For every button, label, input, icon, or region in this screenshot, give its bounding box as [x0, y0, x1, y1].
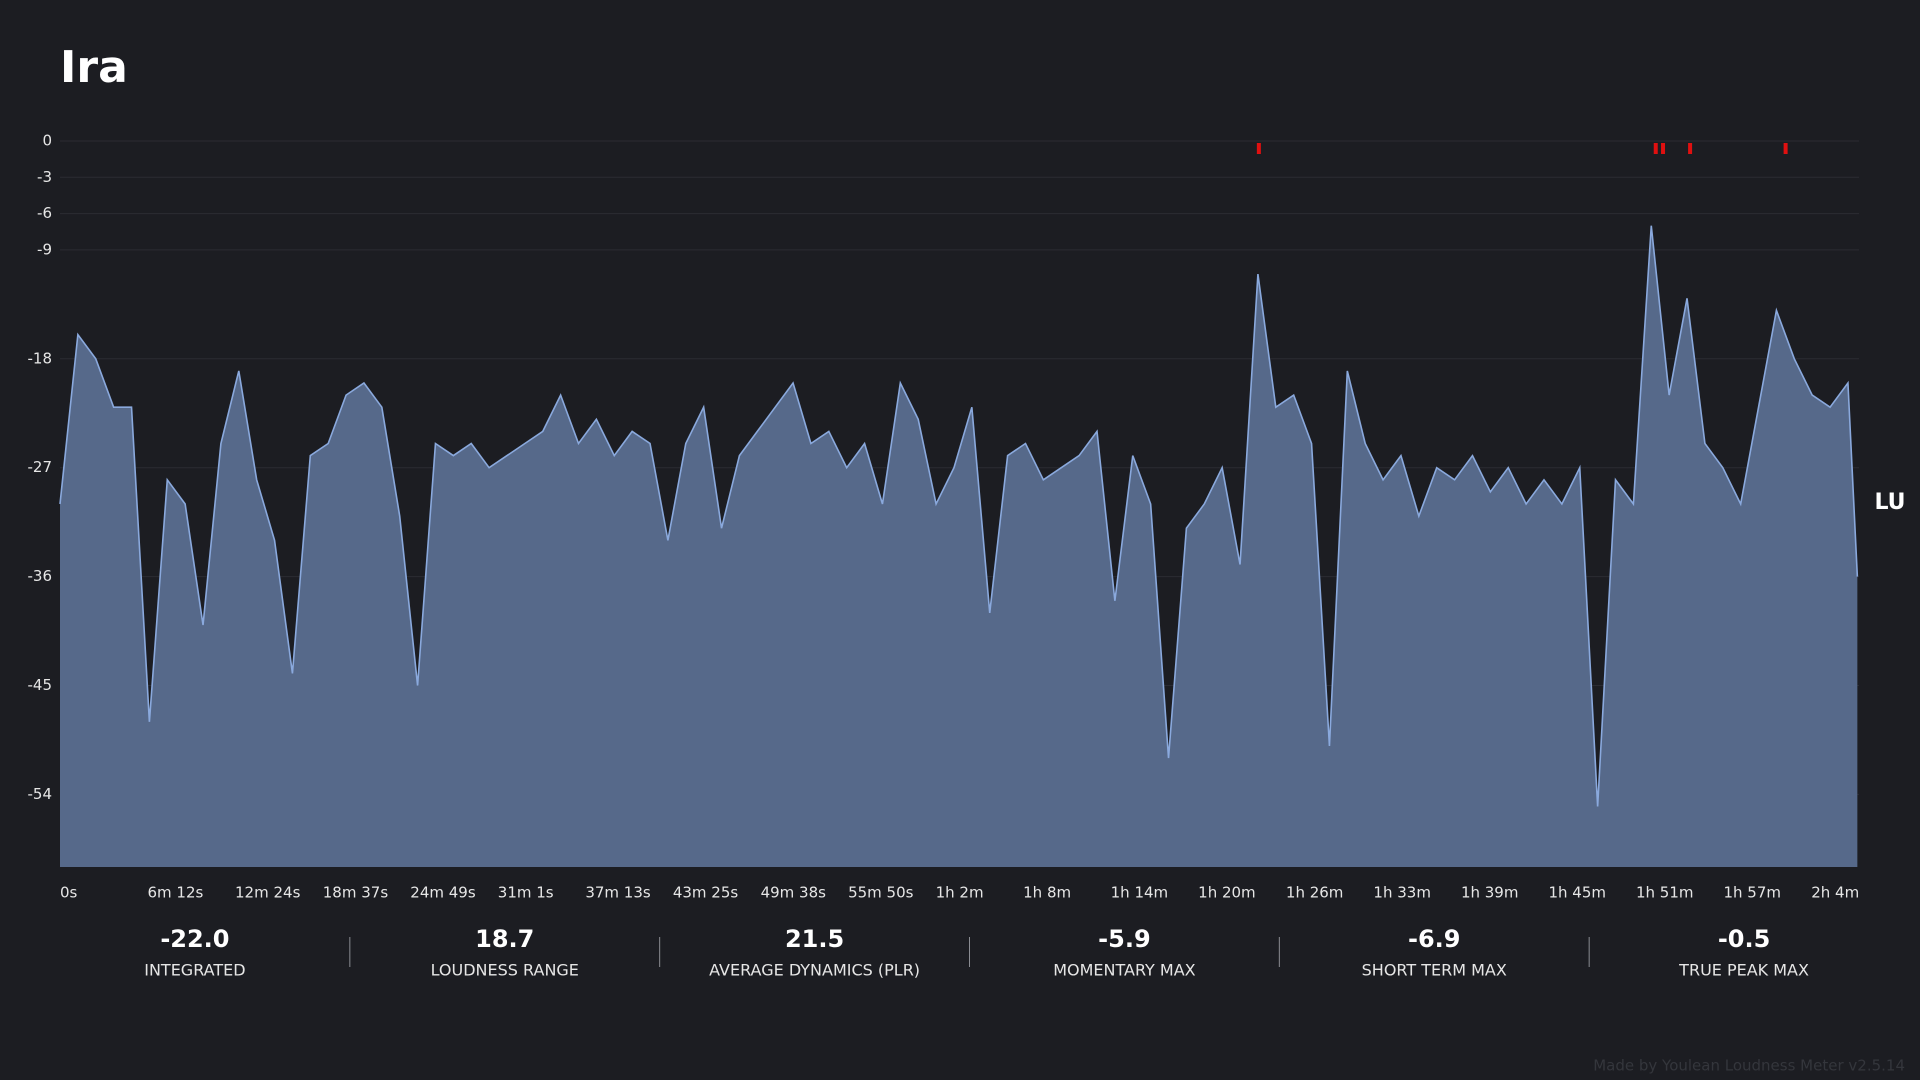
loudness-line — [59, 225, 1859, 807]
x-tick-label: 31m 1s — [498, 884, 554, 902]
x-tick-label: 1h 2m — [936, 884, 984, 902]
x-tick-label: 24m 49s — [410, 884, 476, 902]
stat-name: TRUE PEAK MAX — [1678, 961, 1809, 980]
y-axis-label: LU — [1874, 490, 1905, 515]
stat-value: -6.9 — [1408, 925, 1460, 953]
x-tick-label: 1h 20m — [1198, 884, 1256, 902]
stat-name: INTEGRATED — [144, 961, 245, 980]
x-tick-label: 2h 4m — [1811, 884, 1859, 902]
y-tick-label: -45 — [28, 676, 53, 694]
x-tick-label: 1h 39m — [1461, 884, 1519, 902]
y-tick-label: -18 — [28, 349, 53, 367]
stat-value: 18.7 — [475, 925, 534, 953]
x-tick-label: 55m 50s — [848, 884, 914, 902]
chart-title: Ira — [60, 42, 128, 93]
x-tick-label: 1h 57m — [1723, 884, 1781, 902]
true-peak-marker — [1783, 143, 1788, 154]
stat-name: MOMENTARY MAX — [1053, 961, 1195, 980]
y-tick-label: 0 — [42, 132, 52, 150]
x-tick-label: 1h 33m — [1373, 884, 1431, 902]
y-tick-label: -6 — [37, 204, 52, 222]
stat-value: -0.5 — [1718, 925, 1770, 953]
stat-name: LOUDNESS RANGE — [431, 961, 579, 980]
stat-name: AVERAGE DYNAMICS (PLR) — [709, 961, 920, 980]
area-fill — [60, 225, 1858, 867]
x-tick-label: 12m 24s — [235, 884, 301, 902]
y-tick-label: -9 — [37, 240, 52, 258]
stat-name: SHORT TERM MAX — [1362, 961, 1507, 980]
x-tick-label: 1h 51m — [1636, 884, 1694, 902]
x-tick-label: 18m 37s — [323, 884, 389, 902]
true-peak-marker — [1661, 143, 1666, 154]
x-tick-label: 37m 13s — [585, 884, 651, 902]
x-tick-label: 43m 25s — [673, 884, 739, 902]
y-tick-label: -36 — [28, 567, 53, 585]
y-tick-label: -27 — [28, 458, 53, 476]
x-tick-label: 1h 8m — [1023, 884, 1071, 902]
footer: Made by Youlean Loudness Meter v2.5.14 — [1593, 1057, 1905, 1075]
true-peak-marker — [1653, 143, 1658, 154]
x-tick-label: 1h 14m — [1111, 884, 1169, 902]
x-tick-label: 1h 26m — [1286, 884, 1344, 902]
y-tick-label: -3 — [37, 168, 52, 186]
true-peak-marker — [1688, 143, 1693, 154]
y-tick-label: -54 — [28, 785, 53, 803]
x-tick-label: 1h 45m — [1548, 884, 1606, 902]
x-tick-label: 49m 38s — [761, 884, 827, 902]
stat-value: 21.5 — [785, 925, 844, 953]
x-tick-label: 6m 12s — [148, 884, 204, 902]
stat-value: -22.0 — [160, 925, 229, 953]
stat-value: -5.9 — [1098, 925, 1150, 953]
x-tick-label: 0s — [60, 884, 78, 902]
true-peak-marker — [1256, 143, 1261, 154]
